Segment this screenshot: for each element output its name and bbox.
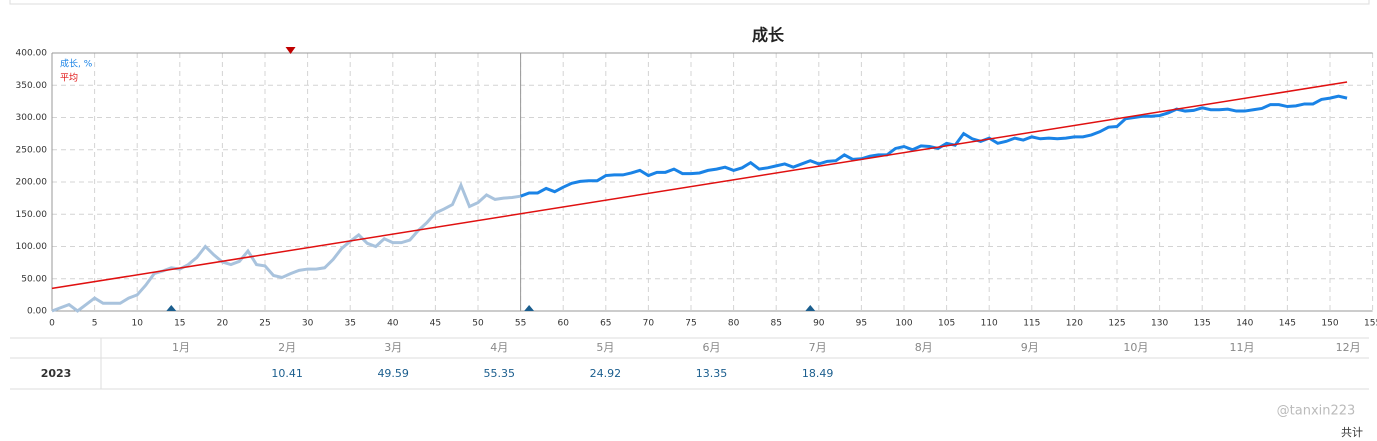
y-tick-label: 0.00 xyxy=(27,307,47,317)
y-tick-label: 400.00 xyxy=(16,49,48,59)
month-header: 5月 xyxy=(596,341,614,354)
x-tick-label: 95 xyxy=(856,319,867,329)
x-tick-label: 45 xyxy=(430,319,441,329)
chart-title: 成长 xyxy=(752,26,785,45)
x-tick-label: 70 xyxy=(643,319,655,329)
month-header: 6月 xyxy=(703,341,721,354)
x-tick-label: 125 xyxy=(1108,319,1125,329)
y-tick-label: 250.00 xyxy=(16,145,48,155)
month-header: 4月 xyxy=(490,341,508,354)
month-header: 1月 xyxy=(172,341,190,354)
month-value: 24.92 xyxy=(590,367,622,380)
month-value: 49.59 xyxy=(377,367,409,380)
y-tick-label: 150.00 xyxy=(16,210,48,220)
x-tick-label: 90 xyxy=(813,319,825,329)
y-tick-label: 100.00 xyxy=(16,242,48,252)
x-tick-label: 120 xyxy=(1066,319,1083,329)
top-frame xyxy=(9,0,1370,5)
x-tick-label: 115 xyxy=(1023,319,1040,329)
legend-label: 平均 xyxy=(60,72,78,84)
year-label: 2023 xyxy=(41,367,72,380)
event-marker xyxy=(285,47,296,54)
event-marker xyxy=(524,305,535,311)
x-tick-label: 150 xyxy=(1321,319,1338,329)
month-header: 8月 xyxy=(915,341,933,354)
total-label: 共计 xyxy=(1341,426,1363,439)
x-tick-label: 0 xyxy=(49,319,55,329)
series-line xyxy=(51,81,1348,290)
x-tick-label: 35 xyxy=(344,319,355,329)
x-tick-label: 100 xyxy=(895,319,912,329)
y-tick-label: 50.00 xyxy=(21,274,47,284)
event-marker xyxy=(166,305,177,311)
x-tick-label: 135 xyxy=(1194,319,1211,329)
legend-label: 成长, % xyxy=(60,58,93,70)
x-tick-label: 130 xyxy=(1151,319,1168,329)
x-tick-label: 145 xyxy=(1279,319,1296,329)
month-value: 18.49 xyxy=(802,367,834,380)
y-tick-label: 350.00 xyxy=(16,81,48,91)
x-tick-label: 10 xyxy=(131,319,143,329)
x-tick-label: 15 xyxy=(174,319,185,329)
y-tick-label: 200.00 xyxy=(16,178,48,188)
x-tick-label: 55 xyxy=(515,319,526,329)
month-header: 9月 xyxy=(1021,341,1039,354)
x-tick-label: 110 xyxy=(981,319,998,329)
x-tick-label: 25 xyxy=(259,319,270,329)
x-tick-label: 65 xyxy=(600,319,611,329)
x-tick-label: 30 xyxy=(302,319,314,329)
x-tick-label: 5 xyxy=(92,319,98,329)
x-tick-label: 155 xyxy=(1364,319,1377,329)
x-tick-label: 140 xyxy=(1236,319,1253,329)
month-header: 12月 xyxy=(1336,341,1361,354)
month-header: 11月 xyxy=(1230,341,1255,354)
watermark: @tanxin223 xyxy=(1277,404,1356,419)
y-tick-label: 300.00 xyxy=(16,113,48,123)
x-tick-label: 105 xyxy=(938,319,955,329)
x-tick-label: 60 xyxy=(557,319,569,329)
month-value: 55.35 xyxy=(484,367,516,380)
x-tick-label: 20 xyxy=(217,319,229,329)
series-line xyxy=(51,181,521,313)
month-header: 3月 xyxy=(384,341,402,354)
month-header: 7月 xyxy=(809,341,827,354)
event-marker xyxy=(805,305,816,311)
month-value: 10.41 xyxy=(271,367,303,380)
x-tick-label: 40 xyxy=(387,319,399,329)
x-tick-label: 80 xyxy=(728,319,740,329)
x-tick-label: 75 xyxy=(685,319,696,329)
month-header: 10月 xyxy=(1123,341,1148,354)
series-line xyxy=(520,94,1348,198)
month-header: 2月 xyxy=(278,341,296,354)
x-tick-label: 50 xyxy=(472,319,484,329)
x-tick-label: 85 xyxy=(770,319,781,329)
month-value: 13.35 xyxy=(696,367,728,380)
